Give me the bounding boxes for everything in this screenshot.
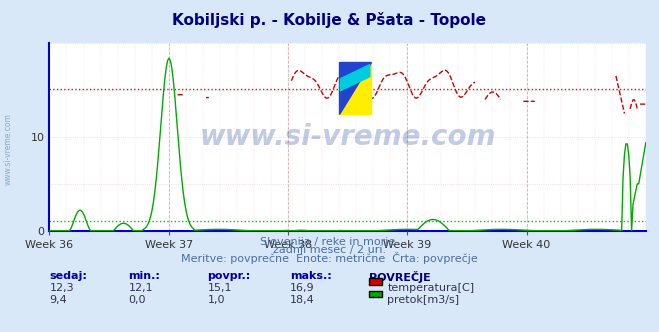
Text: 18,4: 18,4 — [290, 295, 315, 305]
Text: Meritve: povprečne  Enote: metrične  Črta: povprečje: Meritve: povprečne Enote: metrične Črta:… — [181, 252, 478, 264]
Text: maks.:: maks.: — [290, 271, 331, 281]
Polygon shape — [339, 62, 372, 115]
Text: www.si-vreme.com: www.si-vreme.com — [3, 114, 13, 185]
Text: Slovenija / reke in morje.: Slovenija / reke in morje. — [260, 237, 399, 247]
Text: 1,0: 1,0 — [208, 295, 225, 305]
Text: 12,1: 12,1 — [129, 283, 153, 293]
Text: www.si-vreme.com: www.si-vreme.com — [200, 123, 496, 151]
Text: 12,3: 12,3 — [49, 283, 74, 293]
Polygon shape — [340, 64, 370, 91]
Text: 0,0: 0,0 — [129, 295, 146, 305]
Text: Kobiljski p. - Kobilje & Pšata - Topole: Kobiljski p. - Kobilje & Pšata - Topole — [173, 12, 486, 28]
Text: POVREČJE: POVREČJE — [369, 271, 431, 283]
Text: sedaj:: sedaj: — [49, 271, 87, 281]
Polygon shape — [339, 62, 372, 115]
Text: 9,4: 9,4 — [49, 295, 67, 305]
Text: pretok[m3/s]: pretok[m3/s] — [387, 295, 459, 305]
Text: 16,9: 16,9 — [290, 283, 314, 293]
Text: zadnji mesec / 2 uri.: zadnji mesec / 2 uri. — [273, 245, 386, 255]
Text: temperatura[C]: temperatura[C] — [387, 283, 474, 293]
Text: 15,1: 15,1 — [208, 283, 232, 293]
Text: min.:: min.: — [129, 271, 160, 281]
Text: povpr.:: povpr.: — [208, 271, 251, 281]
